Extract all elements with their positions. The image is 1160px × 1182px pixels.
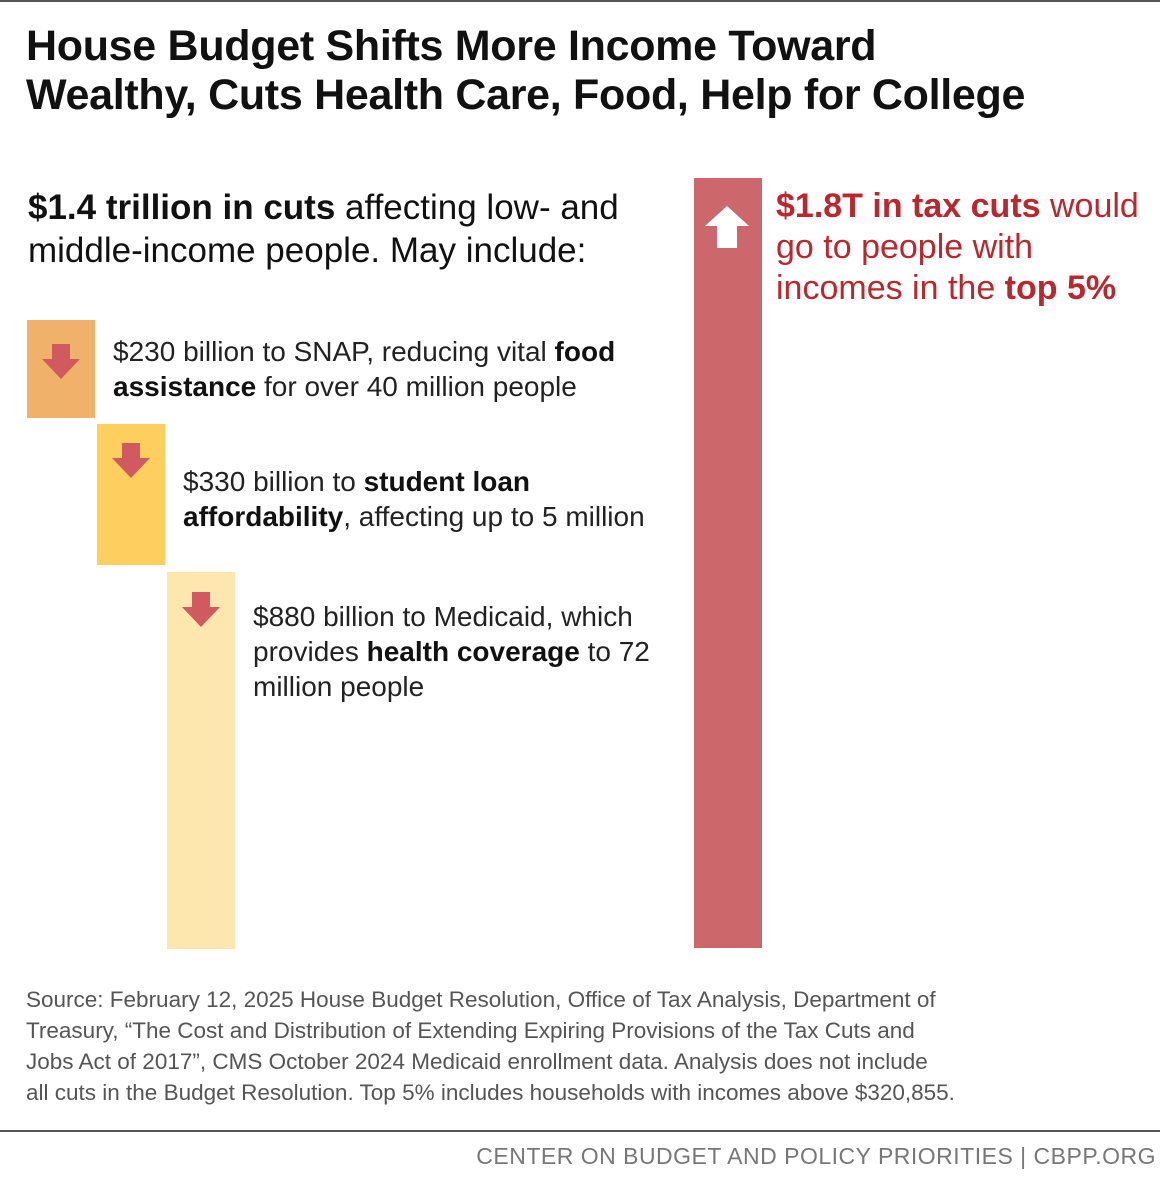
source-line-4: all cuts in the Budget Resolution. Top 5… bbox=[26, 1080, 955, 1105]
tax-cuts-bold: $1.8T in tax cuts bbox=[776, 187, 1041, 225]
bar-medicaid bbox=[167, 571, 235, 949]
cuts-heading-bold: $1.4 trillion in cuts bbox=[28, 188, 336, 227]
item-student-loan-lead: $330 billion to bbox=[183, 466, 364, 497]
item-snap-tail: for over 40 million people bbox=[256, 371, 577, 402]
chart-title: House Budget Shifts More Income Toward W… bbox=[26, 22, 1146, 120]
bottom-rule bbox=[0, 1130, 1160, 1132]
footer-credit: CENTER ON BUDGET AND POLICY PRIORITIES |… bbox=[476, 1143, 1156, 1169]
item-medicaid-tail: to 72 million people bbox=[253, 636, 650, 702]
down-arrow-icon bbox=[42, 344, 80, 379]
top-rule bbox=[0, 0, 1160, 2]
item-medicaid-bold: health coverage bbox=[366, 636, 580, 667]
item-medicaid-lead: $880 billion to Medicaid, which provides bbox=[253, 601, 633, 667]
tax-cuts-top5: top 5% bbox=[1004, 269, 1117, 307]
up-arrow-icon bbox=[705, 206, 749, 248]
item-medicaid-text: $880 billion to Medicaid, which provides… bbox=[253, 599, 673, 704]
cuts-heading: $1.4 trillion in cuts affecting low- and… bbox=[28, 186, 668, 272]
item-student-loan-text: $330 billion to student loan affordabili… bbox=[183, 464, 683, 534]
tax-cuts-rest: would bbox=[1040, 187, 1139, 225]
tax-cuts-line-2: go to people with bbox=[776, 228, 1034, 266]
cuts-heading-rest: affecting low- and bbox=[335, 188, 619, 227]
source-line-2: Treasury, “The Cost and Distribution of … bbox=[26, 1018, 915, 1043]
item-snap-lead: $230 billion to SNAP, reducing vital bbox=[113, 336, 555, 367]
chart-title-line-1: House Budget Shifts More Income Toward bbox=[26, 22, 877, 70]
item-snap-bold: food assistance bbox=[113, 336, 616, 402]
source-line-3: Jobs Act of 2017”, CMS October 2024 Medi… bbox=[26, 1049, 928, 1074]
chart-title-line-2: Wealthy, Cuts Health Care, Food, Help fo… bbox=[26, 71, 1026, 119]
tax-cuts-text: $1.8T in tax cuts would go to people wit… bbox=[776, 186, 1156, 309]
down-arrow-icon bbox=[112, 443, 150, 478]
bar-tax-cuts bbox=[694, 177, 762, 948]
item-student-loan-bold: student loan affordability bbox=[183, 466, 531, 532]
tax-cuts-line-3: incomes in the bbox=[776, 269, 1005, 307]
source-note: Source: February 12, 2025 House Budget R… bbox=[26, 984, 1146, 1108]
item-student-loan-tail: , affecting up to 5 million bbox=[343, 501, 645, 532]
item-snap-text: $230 billion to SNAP, reducing vital foo… bbox=[113, 334, 673, 404]
cuts-heading-line-2: middle-income people. May include: bbox=[28, 231, 587, 270]
down-arrow-icon bbox=[182, 592, 220, 627]
source-line-1: Source: February 12, 2025 House Budget R… bbox=[26, 987, 936, 1012]
